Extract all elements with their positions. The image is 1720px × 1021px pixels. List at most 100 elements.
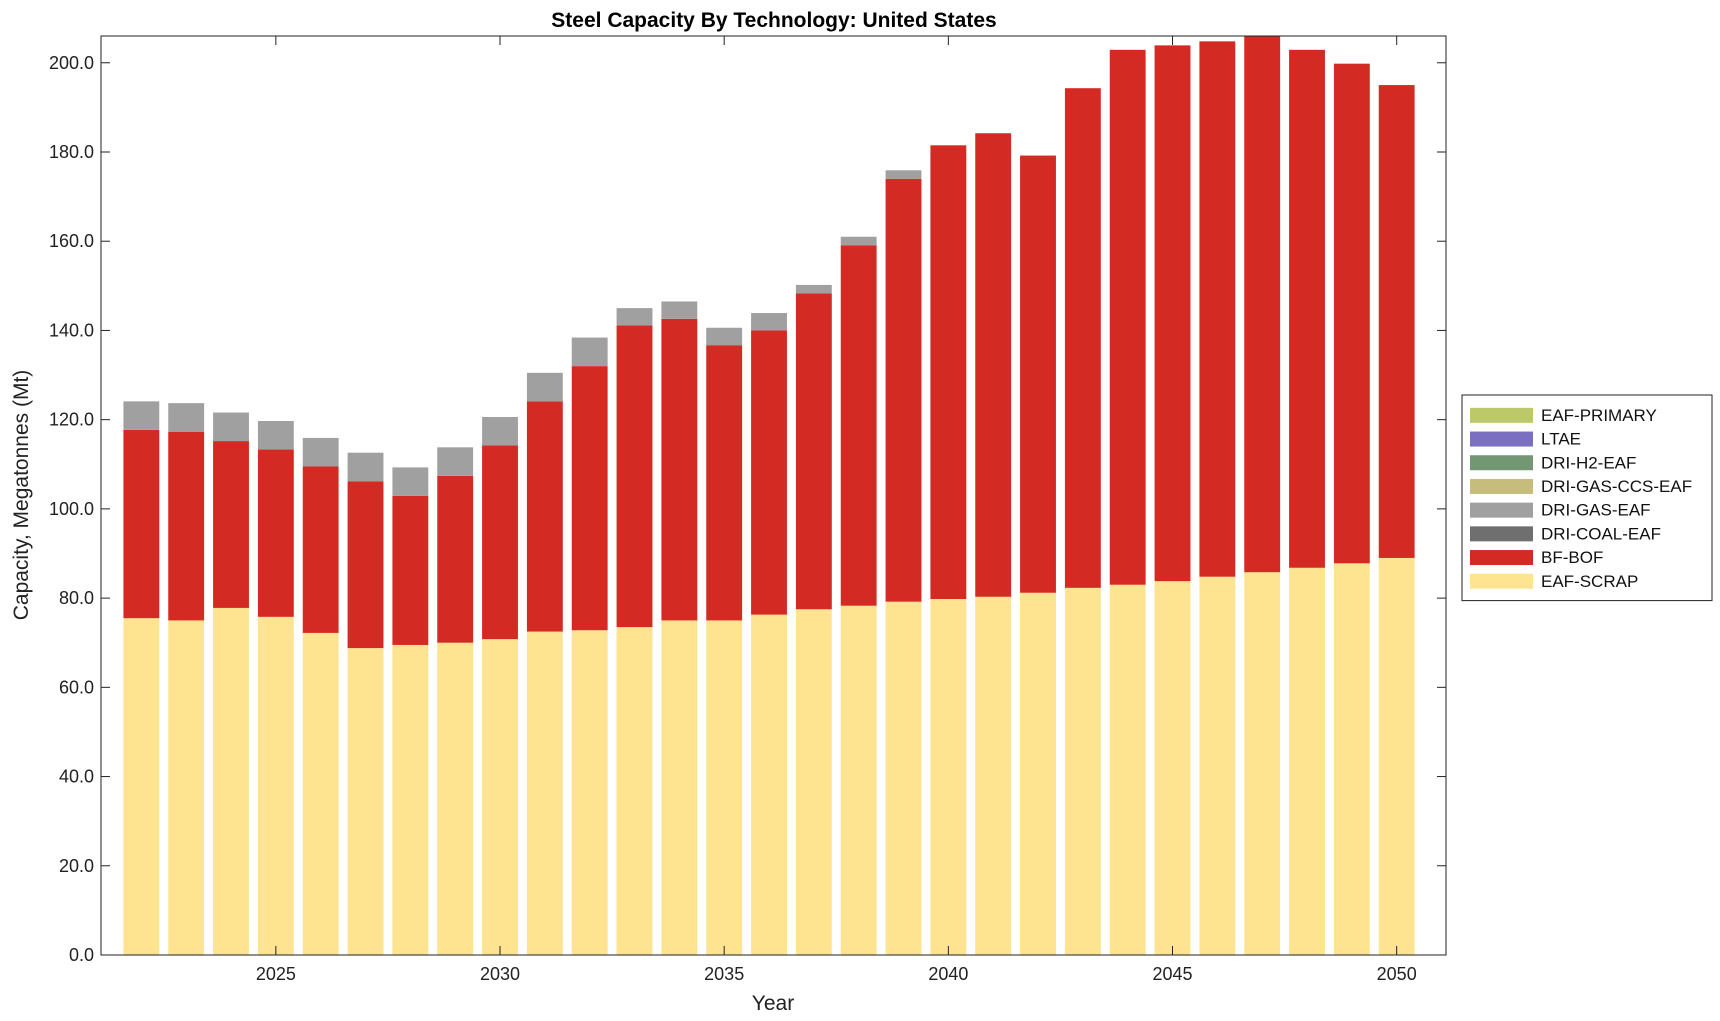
- legend-swatch-eaf-scrap: [1470, 573, 1533, 589]
- bar-bf-bof-2037: [795, 293, 832, 610]
- bar-dri-gas-eaf-2029: [437, 447, 474, 476]
- legend-swatch-dri-coal-eaf: [1470, 526, 1533, 542]
- chart-title: Steel Capacity By Technology: United Sta…: [551, 9, 996, 32]
- bar-eaf-scrap-2034: [661, 620, 698, 955]
- y-tick-label: 60.0: [59, 677, 94, 697]
- bar-eaf-scrap-2036: [751, 614, 787, 955]
- bar-eaf-scrap-2043: [1064, 587, 1101, 955]
- y-tick-label: 0.0: [69, 945, 94, 965]
- bar-bf-bof-2024: [213, 441, 249, 608]
- bar-eaf-scrap-2033: [616, 627, 653, 955]
- legend-box: [1461, 394, 1713, 602]
- bar-eaf-scrap-2044: [1109, 584, 1146, 955]
- legend-label-dri-gas-ccs-eaf: DRI-GAS-CCS-EAF: [1541, 477, 1692, 496]
- bar-dri-gas-eaf-2032: [571, 337, 608, 367]
- bar-dri-gas-eaf-2023: [168, 403, 205, 432]
- x-tick-label: 2040: [928, 964, 968, 984]
- bar-dri-gas-eaf-2036: [751, 313, 787, 331]
- bar-eaf-scrap-2023: [168, 620, 205, 955]
- y-tick-label: 80.0: [59, 588, 94, 608]
- bar-dri-gas-eaf-2035: [706, 327, 743, 346]
- bar-dri-gas-eaf-2034: [661, 301, 698, 319]
- legend-swatch-eaf-primary: [1470, 407, 1533, 423]
- x-tick-label: 2030: [480, 964, 520, 984]
- bar-bf-bof-2040: [930, 145, 967, 600]
- bar-eaf-scrap-2031: [526, 631, 563, 955]
- y-axis-label: Capacity, Megatonnes (Mt): [10, 370, 33, 621]
- bar-bf-bof-2038: [840, 245, 877, 606]
- bar-eaf-scrap-2039: [885, 601, 922, 955]
- bar-eaf-scrap-2037: [795, 609, 832, 955]
- legend-swatch-dri-gas-ccs-eaf: [1470, 478, 1533, 494]
- bar-bf-bof-2031: [526, 401, 563, 632]
- x-tick-label: 2045: [1152, 964, 1192, 984]
- x-tick-label: 2025: [256, 964, 296, 984]
- x-tick-label: 2050: [1377, 964, 1417, 984]
- legend: EAF-PRIMARY LTAE DRI-H2-EAF DRI-GAS-CCS-EAF…: [1461, 394, 1713, 602]
- bar-bf-bof-2046: [1199, 41, 1236, 577]
- y-tick-label: 40.0: [59, 767, 94, 787]
- legend-swatch-dri-gas-eaf: [1470, 502, 1533, 518]
- x-axis-label: Year: [752, 992, 794, 1015]
- bar-bf-bof-2033: [616, 325, 653, 628]
- bar-bf-bof-2042: [1020, 155, 1056, 593]
- bar-eaf-scrap-2025: [257, 616, 294, 955]
- plot-frame: [100, 35, 1447, 956]
- bar-bf-bof-2028: [392, 495, 429, 645]
- bar-eaf-scrap-2024: [213, 607, 249, 955]
- legend-label-bf-bof: BF-BOF: [1541, 548, 1603, 567]
- bar-bf-bof-2032: [571, 366, 608, 631]
- y-tick-label: 100.0: [49, 499, 94, 519]
- bar-eaf-scrap-2032: [571, 630, 608, 955]
- bar-eaf-scrap-2047: [1244, 572, 1281, 955]
- bar-bf-bof-2041: [975, 133, 1012, 597]
- y-tick-label: 120.0: [49, 410, 94, 430]
- bar-eaf-scrap-2050: [1378, 557, 1415, 955]
- bar-bf-bof-2027: [347, 481, 384, 649]
- bar-dri-gas-eaf-2028: [392, 467, 429, 496]
- bar-eaf-scrap-2029: [437, 642, 474, 955]
- bar-eaf-scrap-2045: [1154, 581, 1191, 955]
- bar-eaf-scrap-2027: [347, 648, 384, 955]
- bar-eaf-scrap-2022: [123, 618, 160, 955]
- bar-dri-gas-eaf-2026: [302, 437, 339, 467]
- bar-dri-gas-eaf-2039: [885, 170, 922, 179]
- bar-bf-bof-2049: [1333, 63, 1370, 564]
- bar-dri-gas-eaf-2030: [482, 416, 518, 446]
- bar-eaf-scrap-2048: [1289, 567, 1325, 955]
- y-axis: 0.0 20.0 40.0 60.0 80.0 100.0 120.0 140.0 160.0 1…: [49, 53, 1446, 965]
- bar-eaf-scrap-2049: [1333, 563, 1370, 955]
- x-tick-label: 2035: [704, 964, 744, 984]
- bar-bf-bof-2034: [661, 318, 698, 621]
- y-tick-label: 200.0: [49, 53, 94, 73]
- bar-bf-bof-2045: [1154, 45, 1191, 582]
- bar-bf-bof-2039: [885, 178, 922, 602]
- bar-dri-gas-eaf-2027: [347, 452, 384, 482]
- bar-bf-bof-2035: [706, 345, 743, 621]
- legend-label-eaf-primary: EAF-PRIMARY: [1541, 406, 1657, 425]
- bar-bf-bof-2022: [123, 429, 160, 619]
- bar-bf-bof-2030: [482, 445, 518, 640]
- bar-eaf-scrap-2035: [706, 620, 743, 955]
- legend-swatch-dri-h2-eaf: [1470, 455, 1533, 471]
- bar-eaf-scrap-2026: [302, 632, 339, 955]
- bar-bf-bof-2029: [437, 475, 474, 643]
- legend-swatch-ltae: [1470, 431, 1533, 447]
- bar-dri-gas-eaf-2033: [616, 308, 653, 326]
- legend-label-ltae: LTAE: [1541, 430, 1581, 449]
- bar-eaf-scrap-2028: [392, 644, 429, 955]
- legend-label-dri-gas-eaf: DRI-GAS-EAF: [1541, 501, 1651, 520]
- bar-bf-bof-2044: [1109, 49, 1146, 585]
- bar-dri-gas-eaf-2038: [840, 236, 877, 246]
- legend-label-dri-coal-eaf: DRI-COAL-EAF: [1541, 524, 1661, 543]
- bar-eaf-scrap-2040: [930, 599, 967, 955]
- bar-bf-bof-2048: [1289, 49, 1325, 568]
- bar-bf-bof-2043: [1064, 88, 1101, 588]
- bar-eaf-scrap-2046: [1199, 576, 1236, 955]
- bar-bf-bof-2026: [302, 466, 339, 633]
- bar-dri-gas-eaf-2022: [123, 401, 160, 430]
- x-axis: 2025 2030 2035 2040 2045 2050: [256, 36, 1417, 984]
- bar-dri-gas-eaf-2025: [257, 421, 294, 450]
- bar-eaf-scrap-2030: [482, 639, 518, 955]
